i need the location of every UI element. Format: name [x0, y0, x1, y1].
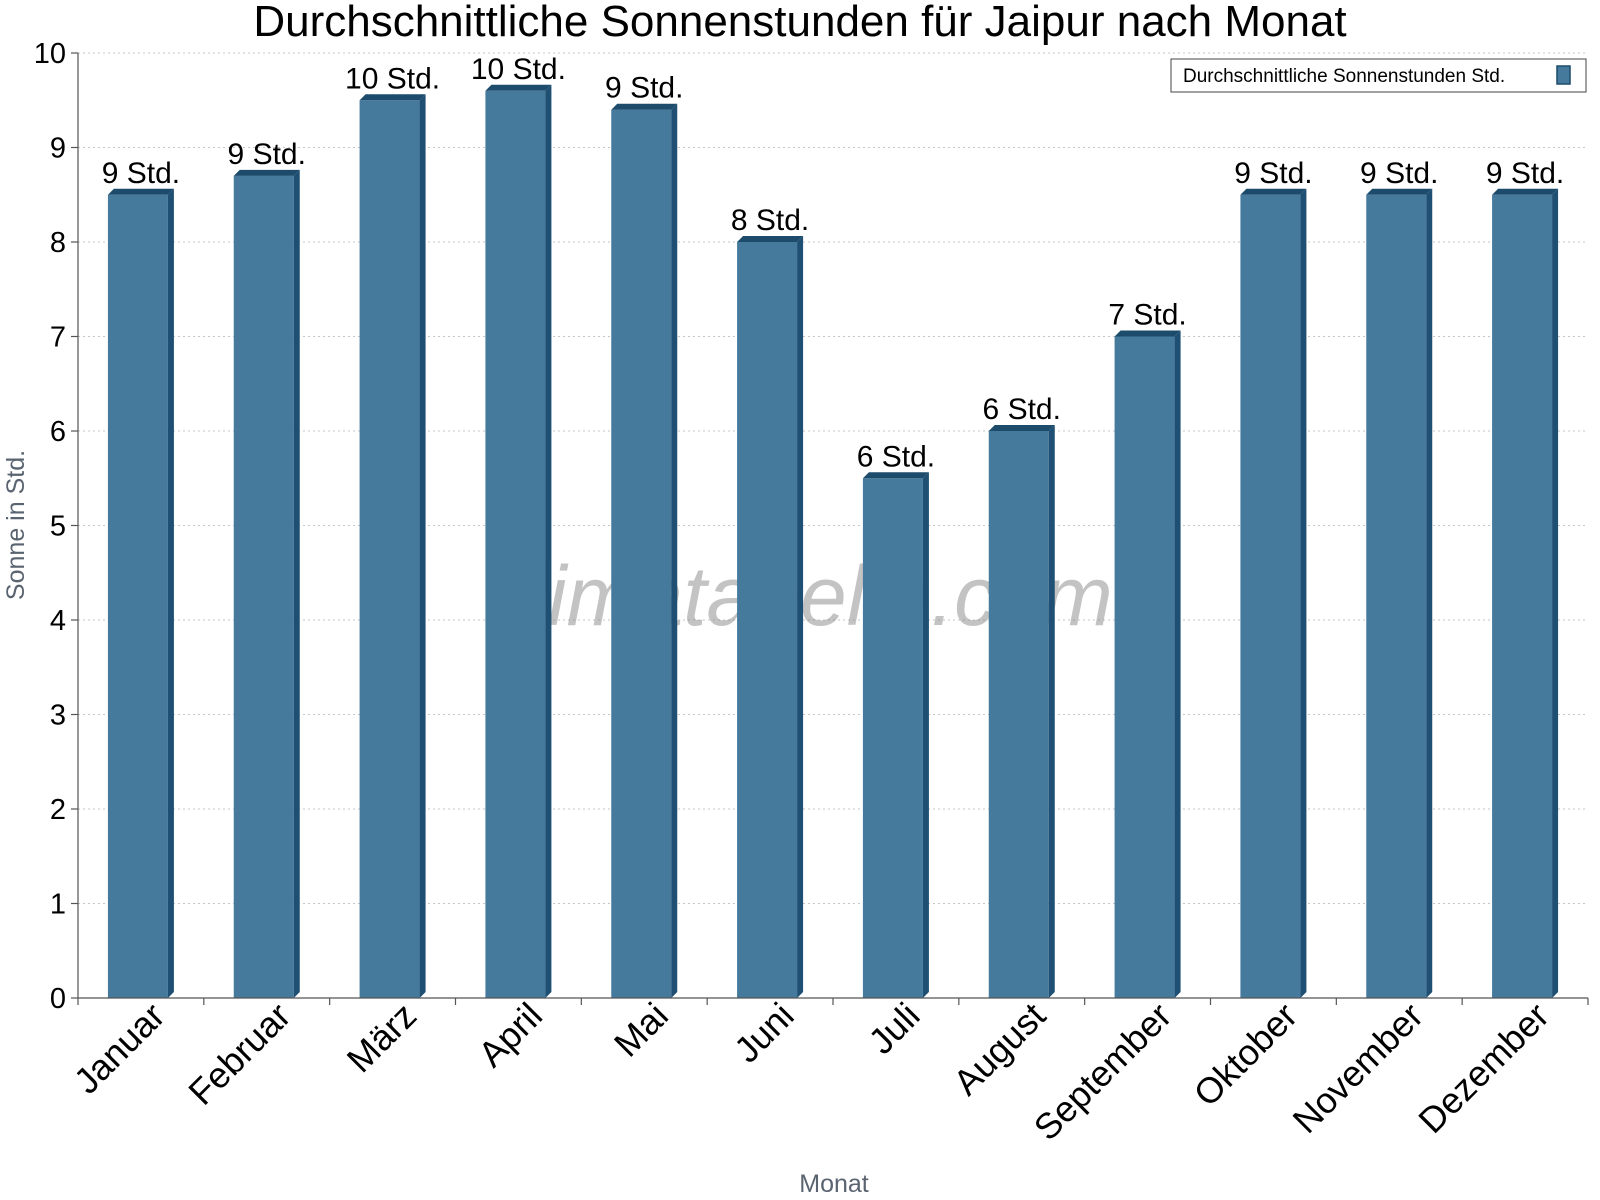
y-tick-label: 9 [50, 133, 66, 165]
bar-side [419, 94, 426, 998]
x-tick-label: April [470, 995, 550, 1075]
x-axis-title: Monat [799, 1170, 869, 1198]
y-tick-label: 4 [50, 605, 66, 637]
bar-side [671, 103, 678, 998]
bar-Februar [233, 169, 300, 999]
bar-front [988, 431, 1049, 998]
bar-top [862, 472, 929, 479]
bar-November [1366, 188, 1433, 998]
y-tick-label: 7 [50, 322, 66, 354]
legend-label: Durchschnittliche Sonnenstunden Std. [1183, 66, 1505, 87]
bar-front [1492, 194, 1553, 998]
chart-title: Durchschnittliche Sonnenstunden für Jaip… [253, 0, 1346, 46]
y-tick-label: 5 [50, 511, 66, 543]
x-tick-label: Mai [606, 995, 676, 1065]
bar-front [359, 100, 420, 998]
bar-Dezember [1492, 188, 1559, 998]
data-label: 9 Std. [605, 72, 683, 105]
bar-top [359, 94, 426, 101]
bar-Juli [862, 472, 929, 998]
bar-top [1366, 188, 1433, 195]
bar-front [737, 242, 798, 998]
y-tick-label: 8 [50, 227, 66, 259]
data-label: 9 Std. [102, 157, 180, 190]
legend-box [1170, 58, 1587, 93]
bar-side [1048, 425, 1055, 998]
y-tick-label: 0 [50, 983, 66, 1015]
y-tick-label: 3 [50, 700, 66, 732]
x-tick-label: November [1284, 995, 1430, 1141]
y-tick-label: 6 [50, 416, 66, 448]
data-label: 10 Std. [471, 53, 566, 86]
bar-top [1240, 188, 1307, 195]
bar-Oktober [1240, 188, 1307, 998]
axes [71, 52, 1589, 1005]
data-label: 9 Std. [228, 138, 306, 171]
bar-September [1114, 330, 1181, 998]
bar-top [485, 84, 552, 91]
legend-swatch [1556, 65, 1571, 85]
bar-top [988, 425, 1055, 431]
bar-front [1366, 194, 1427, 998]
data-label: 7 Std. [1108, 299, 1186, 332]
data-label: 9 Std. [1486, 157, 1564, 190]
bar-top [611, 103, 678, 110]
bar-top [1492, 188, 1559, 195]
data-label: 10 Std. [345, 62, 440, 95]
data-label: 6 Std. [983, 393, 1061, 426]
bar-front [1240, 194, 1301, 998]
bar-side [922, 472, 929, 998]
x-tick-label: September [1026, 995, 1180, 1149]
data-label: 9 Std. [1234, 157, 1312, 190]
bar-Mai [611, 103, 678, 998]
x-tick-label: März [339, 995, 425, 1081]
bars [107, 84, 1559, 999]
y-axis-title: Sonne in Std. [2, 450, 30, 600]
x-tick-label: Oktober [1186, 995, 1306, 1115]
x-tick-labels: Januar Februar März April Mai Juni Juli AugustS… [66, 995, 1557, 1149]
y-tick-labels: 0 1 2 3 4 5 6 7 8 9 10 [34, 38, 66, 1015]
bar-front [862, 478, 923, 998]
data-labels: 9 Std. 9 Std. 10 Std. 10 Std. 9 Std. 8 Std. 6 … [102, 53, 1565, 473]
data-label: 8 Std. [731, 204, 809, 237]
y-tick-label: 2 [50, 794, 66, 826]
x-tick-label: Juli [860, 995, 927, 1062]
y-tick-label: 1 [50, 889, 66, 921]
legend: Durchschnittliche Sonnenstunden Std. [1170, 58, 1587, 93]
bar-März [359, 94, 426, 998]
bar-front [1114, 336, 1175, 998]
bar-Juni [737, 236, 804, 998]
y-tick-label: 10 [34, 38, 66, 70]
bar-Januar [107, 188, 174, 998]
bar-August [988, 425, 1055, 998]
x-tick-label: Juni [726, 995, 802, 1071]
bar-front [107, 194, 168, 998]
bar-side [797, 236, 804, 998]
data-label: 9 Std. [1360, 157, 1438, 190]
bar-side [1552, 188, 1559, 998]
bar-side [167, 188, 174, 998]
bar-front [611, 109, 672, 998]
bar-side [1426, 188, 1433, 998]
bar-side [1300, 188, 1307, 998]
x-tick-label: Dezember [1410, 995, 1556, 1141]
bar-side [293, 169, 300, 999]
bar-top [1114, 330, 1181, 337]
bar-top [737, 236, 804, 242]
bar-side [1174, 330, 1181, 998]
x-tick-label: August [945, 995, 1053, 1103]
bar-front [233, 175, 294, 999]
bar-front [485, 90, 546, 999]
bar-side [545, 84, 552, 999]
bar-April [485, 84, 552, 999]
gridlines [78, 52, 1588, 904]
bar-top [107, 188, 174, 195]
bar-top [233, 169, 300, 176]
data-label: 6 Std. [857, 440, 935, 473]
x-tick-label: Februar [180, 995, 298, 1113]
x-tick-label: Januar [66, 995, 173, 1102]
